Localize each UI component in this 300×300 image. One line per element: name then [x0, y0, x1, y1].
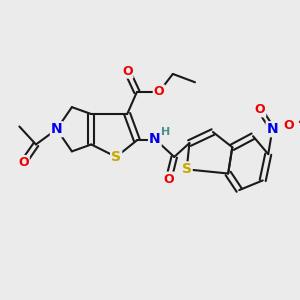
Text: H: H [161, 127, 171, 137]
Text: S: S [111, 150, 121, 164]
Text: N: N [267, 122, 278, 136]
Text: N: N [149, 132, 161, 146]
Text: O: O [164, 172, 174, 185]
Text: O: O [255, 103, 265, 116]
Text: S: S [182, 162, 192, 176]
Text: -: - [297, 113, 300, 131]
Text: O: O [284, 118, 294, 132]
Text: O: O [154, 85, 164, 98]
Text: O: O [18, 156, 29, 169]
Text: O: O [122, 65, 133, 78]
Text: N: N [51, 122, 62, 136]
